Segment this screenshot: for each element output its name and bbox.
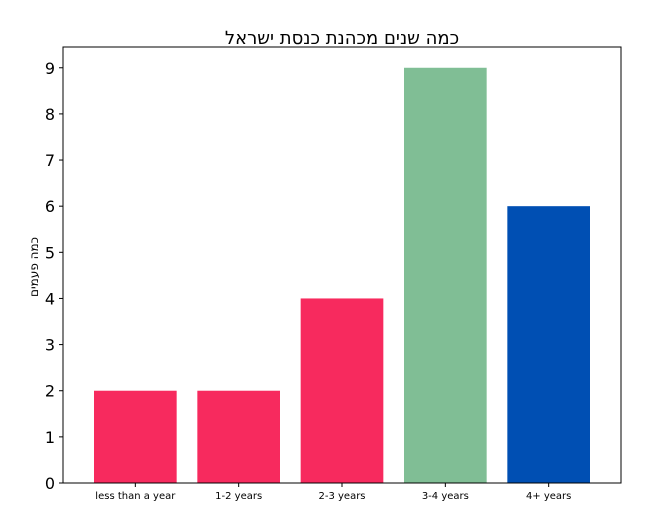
y-tick-label-4: 4 xyxy=(45,289,55,308)
x-tick-label-4: 4+ years xyxy=(526,491,571,502)
y-tick-label-3: 3 xyxy=(45,336,55,355)
bar-4 xyxy=(507,206,590,483)
y-tick-label-2: 2 xyxy=(45,382,55,401)
y-tick-label-5: 5 xyxy=(45,243,55,262)
chart-title: כמה שנים מכהנת כנסת ישראל xyxy=(225,28,459,49)
bars-group xyxy=(94,67,590,483)
x-axis: less than a year 1-2 years 2-3 years 3-4 ye… xyxy=(95,483,571,502)
y-axis: 0 1 2 3 4 5 6 7 8 9 xyxy=(45,59,63,493)
y-axis-label: כמה פעמים xyxy=(27,237,41,297)
y-tick-label-1: 1 xyxy=(45,428,55,447)
plot-frame xyxy=(62,46,622,484)
bar-1 xyxy=(197,390,280,483)
y-tick-label-6: 6 xyxy=(45,197,55,216)
y-tick-label-0: 0 xyxy=(45,474,55,493)
bar-0 xyxy=(94,390,177,483)
x-tick-label-3: 3-4 years xyxy=(422,491,469,502)
y-tick-label-8: 8 xyxy=(45,105,55,124)
bar-3 xyxy=(404,67,487,483)
y-tick-label-9: 9 xyxy=(45,59,55,78)
x-tick-label-1: 1-2 years xyxy=(215,491,262,502)
x-tick-label-0: less than a year xyxy=(95,491,176,502)
y-tick-label-7: 7 xyxy=(45,151,55,170)
x-tick-label-2: 2-3 years xyxy=(318,491,365,502)
bar-2 xyxy=(300,298,384,483)
